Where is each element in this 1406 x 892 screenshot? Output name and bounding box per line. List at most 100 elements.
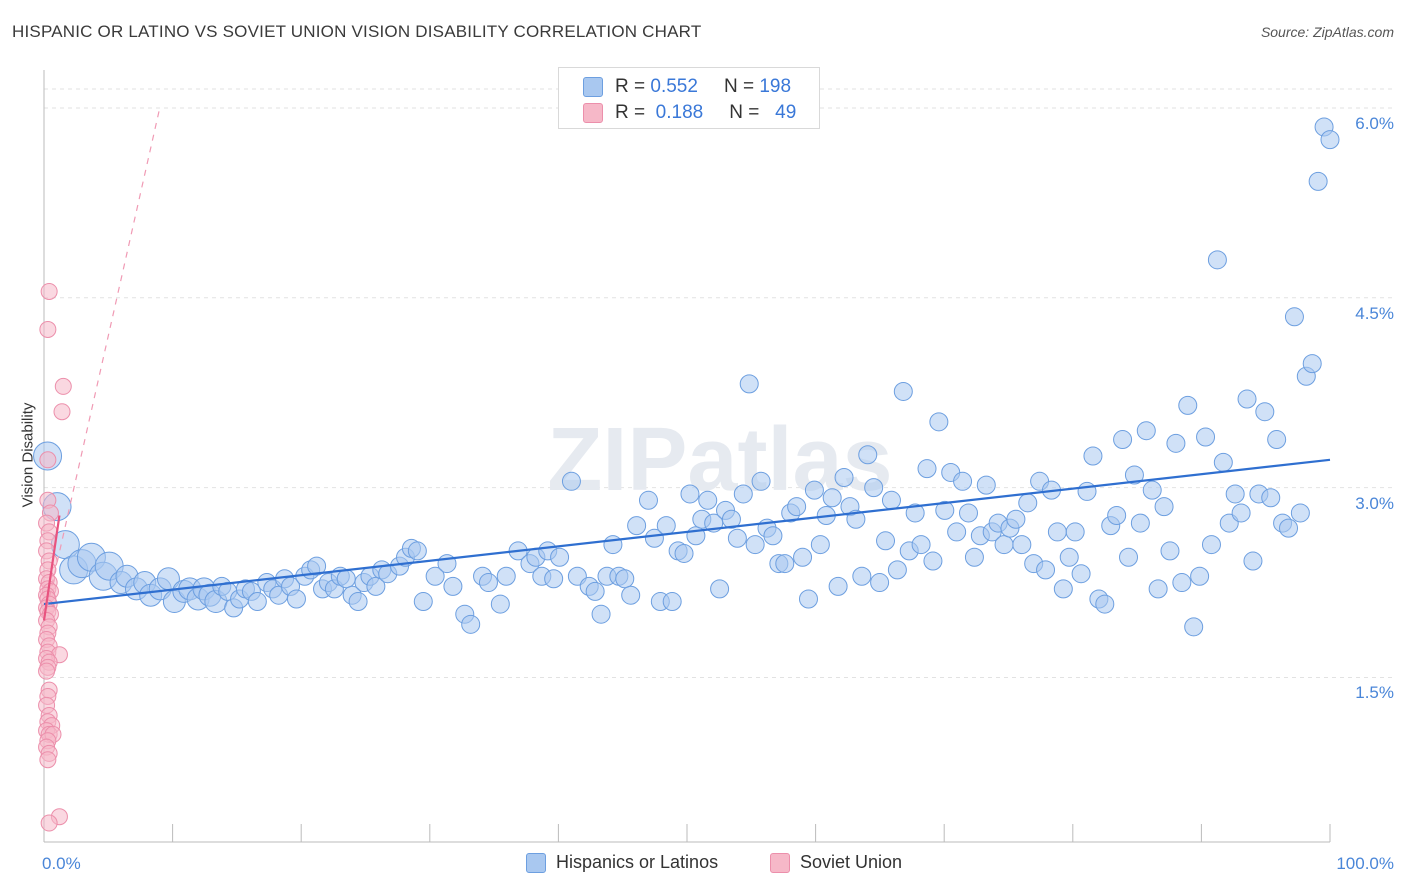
data-point-hispanic: [793, 547, 813, 567]
data-point-hispanic: [763, 526, 783, 546]
data-point-hispanic: [1083, 446, 1103, 466]
data-point-hispanic: [976, 475, 996, 495]
data-point-hispanic: [461, 614, 481, 634]
x-tick-label: 0.0%: [42, 854, 81, 873]
data-point-hispanic: [1267, 430, 1287, 450]
series-soviet-points: [38, 282, 72, 832]
data-point-hispanic: [1113, 430, 1133, 450]
data-point-soviet: [39, 751, 57, 769]
n-label: N =: [723, 76, 755, 97]
data-point-hispanic: [1148, 579, 1168, 599]
data-point-hispanic: [1047, 522, 1067, 542]
y-tick-label: 4.5%: [1355, 303, 1394, 323]
data-point-hispanic: [739, 374, 759, 394]
data-point-hispanic: [1077, 481, 1097, 501]
data-point-hispanic: [674, 543, 694, 563]
data-point-hispanic: [1006, 509, 1026, 529]
data-point-hispanic: [585, 581, 605, 601]
data-point-hispanic: [1136, 421, 1156, 441]
y-tick-label: 1.5%: [1355, 683, 1394, 703]
data-point-soviet: [40, 282, 58, 300]
legend-stats-row-hispanic: R = 0.552 N = 198: [583, 75, 791, 99]
data-point-hispanic: [881, 490, 901, 510]
data-point-hispanic: [710, 579, 730, 599]
data-point-hispanic: [1302, 354, 1322, 374]
data-point-hispanic: [1201, 535, 1221, 555]
data-point-hispanic: [366, 576, 386, 596]
data-point-hispanic: [603, 535, 623, 555]
data-point-hispanic: [864, 478, 884, 498]
data-point-hispanic: [1178, 395, 1198, 415]
legend-item-hispanics[interactable]: Hispanics or Latinos: [526, 852, 718, 873]
data-point-hispanic: [775, 554, 795, 574]
data-point-hispanic: [958, 503, 978, 523]
data-point-hispanic: [1320, 130, 1340, 150]
y-tick-label: 3.0%: [1355, 493, 1394, 513]
data-point-hispanic: [1012, 535, 1032, 555]
data-point-hispanic: [887, 560, 907, 580]
data-point-hispanic: [947, 522, 967, 542]
data-point-hispanic: [787, 497, 807, 517]
data-point-hispanic: [1142, 480, 1162, 500]
data-point-hispanic: [1207, 250, 1227, 270]
data-point-hispanic: [307, 556, 327, 576]
data-point-hispanic: [544, 569, 564, 589]
data-point-hispanic: [929, 412, 949, 432]
data-point-soviet: [54, 377, 72, 395]
data-point-hispanic: [870, 573, 890, 593]
data-point-hispanic: [923, 551, 943, 571]
data-point-soviet: [39, 451, 57, 469]
data-point-hispanic: [247, 592, 267, 612]
n-value: 49: [775, 102, 797, 123]
data-point-hispanic: [698, 490, 718, 510]
data-point-hispanic: [1036, 560, 1056, 580]
r-value: 0.552: [650, 76, 698, 97]
data-point-hispanic: [1119, 547, 1139, 567]
series-hispanics-points: [33, 117, 1340, 637]
data-point-hispanic: [798, 589, 818, 609]
data-point-hispanic: [994, 535, 1014, 555]
data-point-soviet: [38, 662, 56, 680]
data-point-hispanic: [1071, 564, 1091, 584]
data-point-hispanic: [348, 592, 368, 612]
data-point-hispanic: [561, 471, 581, 491]
data-point-hispanic: [1184, 617, 1204, 637]
data-point-hispanic: [1190, 566, 1210, 586]
data-point-hispanic: [286, 589, 306, 609]
chart-title: HISPANIC OR LATINO VS SOVIET UNION VISIO…: [12, 22, 702, 41]
data-point-hispanic: [627, 516, 647, 536]
data-point-hispanic: [656, 516, 676, 536]
data-point-hispanic: [478, 573, 498, 593]
data-point-hispanic: [591, 604, 611, 624]
x-tick-label: 100.0%: [1336, 854, 1394, 873]
data-point-hispanic: [638, 490, 658, 510]
data-point-hispanic: [490, 594, 510, 614]
data-point-hispanic: [621, 585, 641, 605]
data-point-hispanic: [935, 500, 955, 520]
data-point-hispanic: [828, 576, 848, 596]
data-point-hispanic: [615, 569, 635, 589]
trend-line-hispanic: [43, 458, 1331, 606]
data-point-hispanic: [834, 468, 854, 488]
trend-line-soviet-extended: [43, 107, 161, 621]
data-point-hispanic: [1107, 505, 1127, 525]
data-point-hispanic: [876, 531, 896, 551]
data-point-hispanic: [1095, 594, 1115, 614]
legend-swatch: [583, 77, 603, 97]
data-point-hispanic: [1243, 551, 1263, 571]
data-point-hispanic: [1231, 503, 1251, 523]
data-point-hispanic: [822, 488, 842, 508]
r-label: R =: [615, 76, 646, 97]
data-point-hispanic: [1166, 433, 1186, 453]
legend-stats-row-soviet: R = 0.188 N = 49: [583, 101, 796, 125]
legend-item-soviet[interactable]: Soviet Union: [770, 852, 902, 873]
data-point-hispanic: [852, 566, 872, 586]
y-tick-label: 6.0%: [1355, 113, 1394, 133]
data-point-hispanic: [680, 484, 700, 504]
data-point-hispanic: [1018, 493, 1038, 513]
data-point-hispanic: [846, 509, 866, 529]
data-point-hispanic: [721, 509, 741, 529]
data-point-hispanic: [425, 566, 445, 586]
data-point-soviet: [39, 320, 57, 338]
